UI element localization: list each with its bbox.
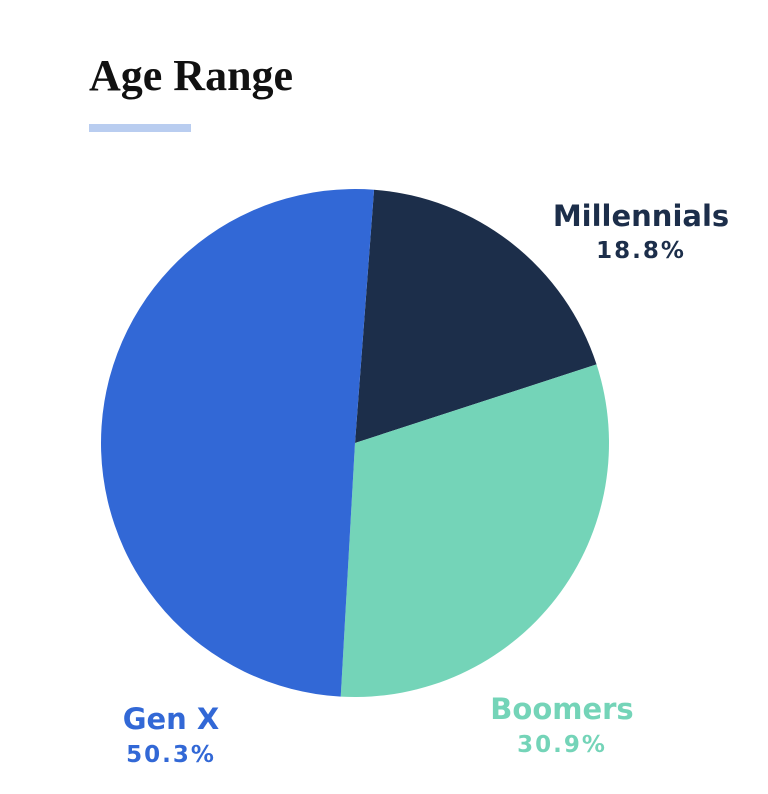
pie-slice [355, 189, 597, 443]
chart-title: Age Range [89, 51, 293, 100]
slice-value-label: 18.8% [596, 238, 686, 264]
pie-slice [340, 364, 609, 698]
slice-label: Boomers [490, 692, 633, 726]
title-underline [89, 124, 191, 132]
pie-slice [101, 189, 375, 697]
slice-value-label: 50.3% [126, 742, 216, 768]
slice-value-label: 30.9% [517, 732, 607, 758]
slice-label: Gen X [123, 702, 220, 736]
slice-label: Millennials [553, 199, 729, 233]
